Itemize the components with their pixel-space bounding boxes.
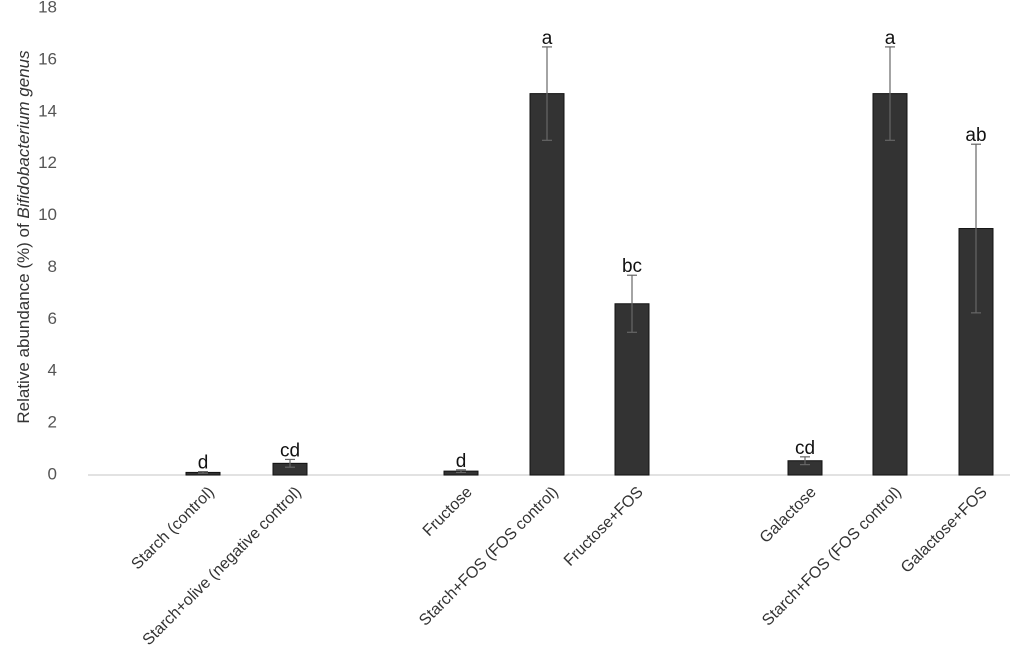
error-bar (542, 46, 552, 141)
error-bar (285, 458, 295, 468)
x-category-label: Galactose+FOS (898, 484, 991, 577)
error-bar (198, 471, 208, 474)
significance-letter: cd (795, 438, 815, 459)
x-category-label: Galactose (757, 484, 820, 547)
y-tick-label: 8 (48, 257, 57, 276)
y-tick-label: 18 (38, 0, 57, 16)
significance-letter: bc (622, 256, 642, 277)
x-category-label: Fructose+FOS (561, 484, 647, 570)
bar (872, 93, 908, 476)
x-category-label: Fructose (420, 484, 476, 540)
y-axis-ticks: 0 2 4 6 8 10 12 14 16 18 (38, 0, 57, 483)
x-category-label: Starch+olive (negative control) (140, 484, 305, 649)
error-bar (456, 469, 466, 474)
x-category-label: Starch (control) (128, 484, 217, 573)
error-bar (971, 143, 981, 314)
x-axis-category-labels: Starch (control)Starch+olive (negative c… (128, 484, 990, 649)
error-bar (885, 46, 895, 141)
y-tick-label: 12 (38, 153, 57, 172)
significance-letter: cd (280, 440, 300, 461)
error-bar (800, 456, 810, 466)
y-tick-label: 6 (48, 309, 57, 328)
y-axis-title: Relative abundance (%) of Bifidobacteriu… (14, 50, 33, 424)
significance-letter: a (542, 28, 553, 49)
bar (529, 93, 565, 476)
x-category-label: Starch+FOS (FOS control) (416, 484, 562, 630)
y-axis-title-prefix: Relative abundance (%) of (14, 219, 33, 424)
bars: d cd d a bc cd a ab (185, 28, 994, 476)
significance-letter: a (885, 28, 896, 49)
y-tick-label: 2 (48, 413, 57, 432)
significance-letter: ab (965, 125, 986, 146)
y-tick-label: 16 (38, 49, 57, 68)
significance-letter: d (456, 451, 467, 472)
y-tick-label: 10 (38, 205, 57, 224)
significance-letter: d (198, 453, 209, 474)
error-bar (627, 274, 637, 333)
x-category-label: Starch+FOS (FOS control) (759, 484, 905, 630)
y-tick-label: 14 (38, 101, 57, 120)
y-tick-label: 4 (48, 361, 57, 380)
y-axis-title-italic: Bifidobacterium genus (14, 50, 33, 219)
y-tick-label: 0 (48, 464, 57, 483)
